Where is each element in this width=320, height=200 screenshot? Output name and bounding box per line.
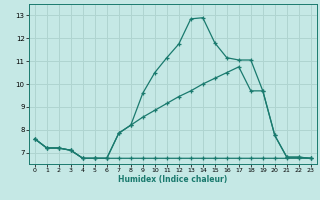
X-axis label: Humidex (Indice chaleur): Humidex (Indice chaleur) xyxy=(118,175,228,184)
